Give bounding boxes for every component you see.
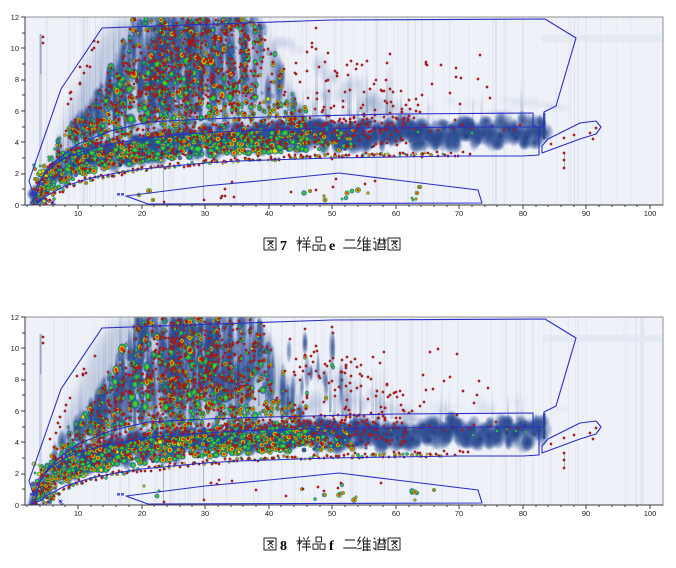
svg-text:80: 80 [519, 209, 527, 218]
svg-text:60: 60 [392, 209, 400, 218]
svg-text:100: 100 [644, 209, 657, 218]
svg-text:50: 50 [328, 209, 336, 218]
svg-text:20: 20 [138, 209, 146, 218]
svg-text:70: 70 [455, 209, 463, 218]
svg-text:2: 2 [15, 169, 19, 178]
svg-text:10: 10 [74, 209, 82, 218]
svg-text:40: 40 [265, 209, 273, 218]
svg-text:10: 10 [11, 44, 19, 53]
svg-text:0: 0 [15, 201, 19, 210]
svg-text:30: 30 [201, 209, 209, 218]
svg-text:12: 12 [11, 13, 19, 22]
svg-text:8: 8 [15, 75, 19, 84]
svg-text:90: 90 [582, 209, 590, 218]
svg-text:4: 4 [15, 138, 19, 147]
svg-text:6: 6 [15, 107, 19, 116]
